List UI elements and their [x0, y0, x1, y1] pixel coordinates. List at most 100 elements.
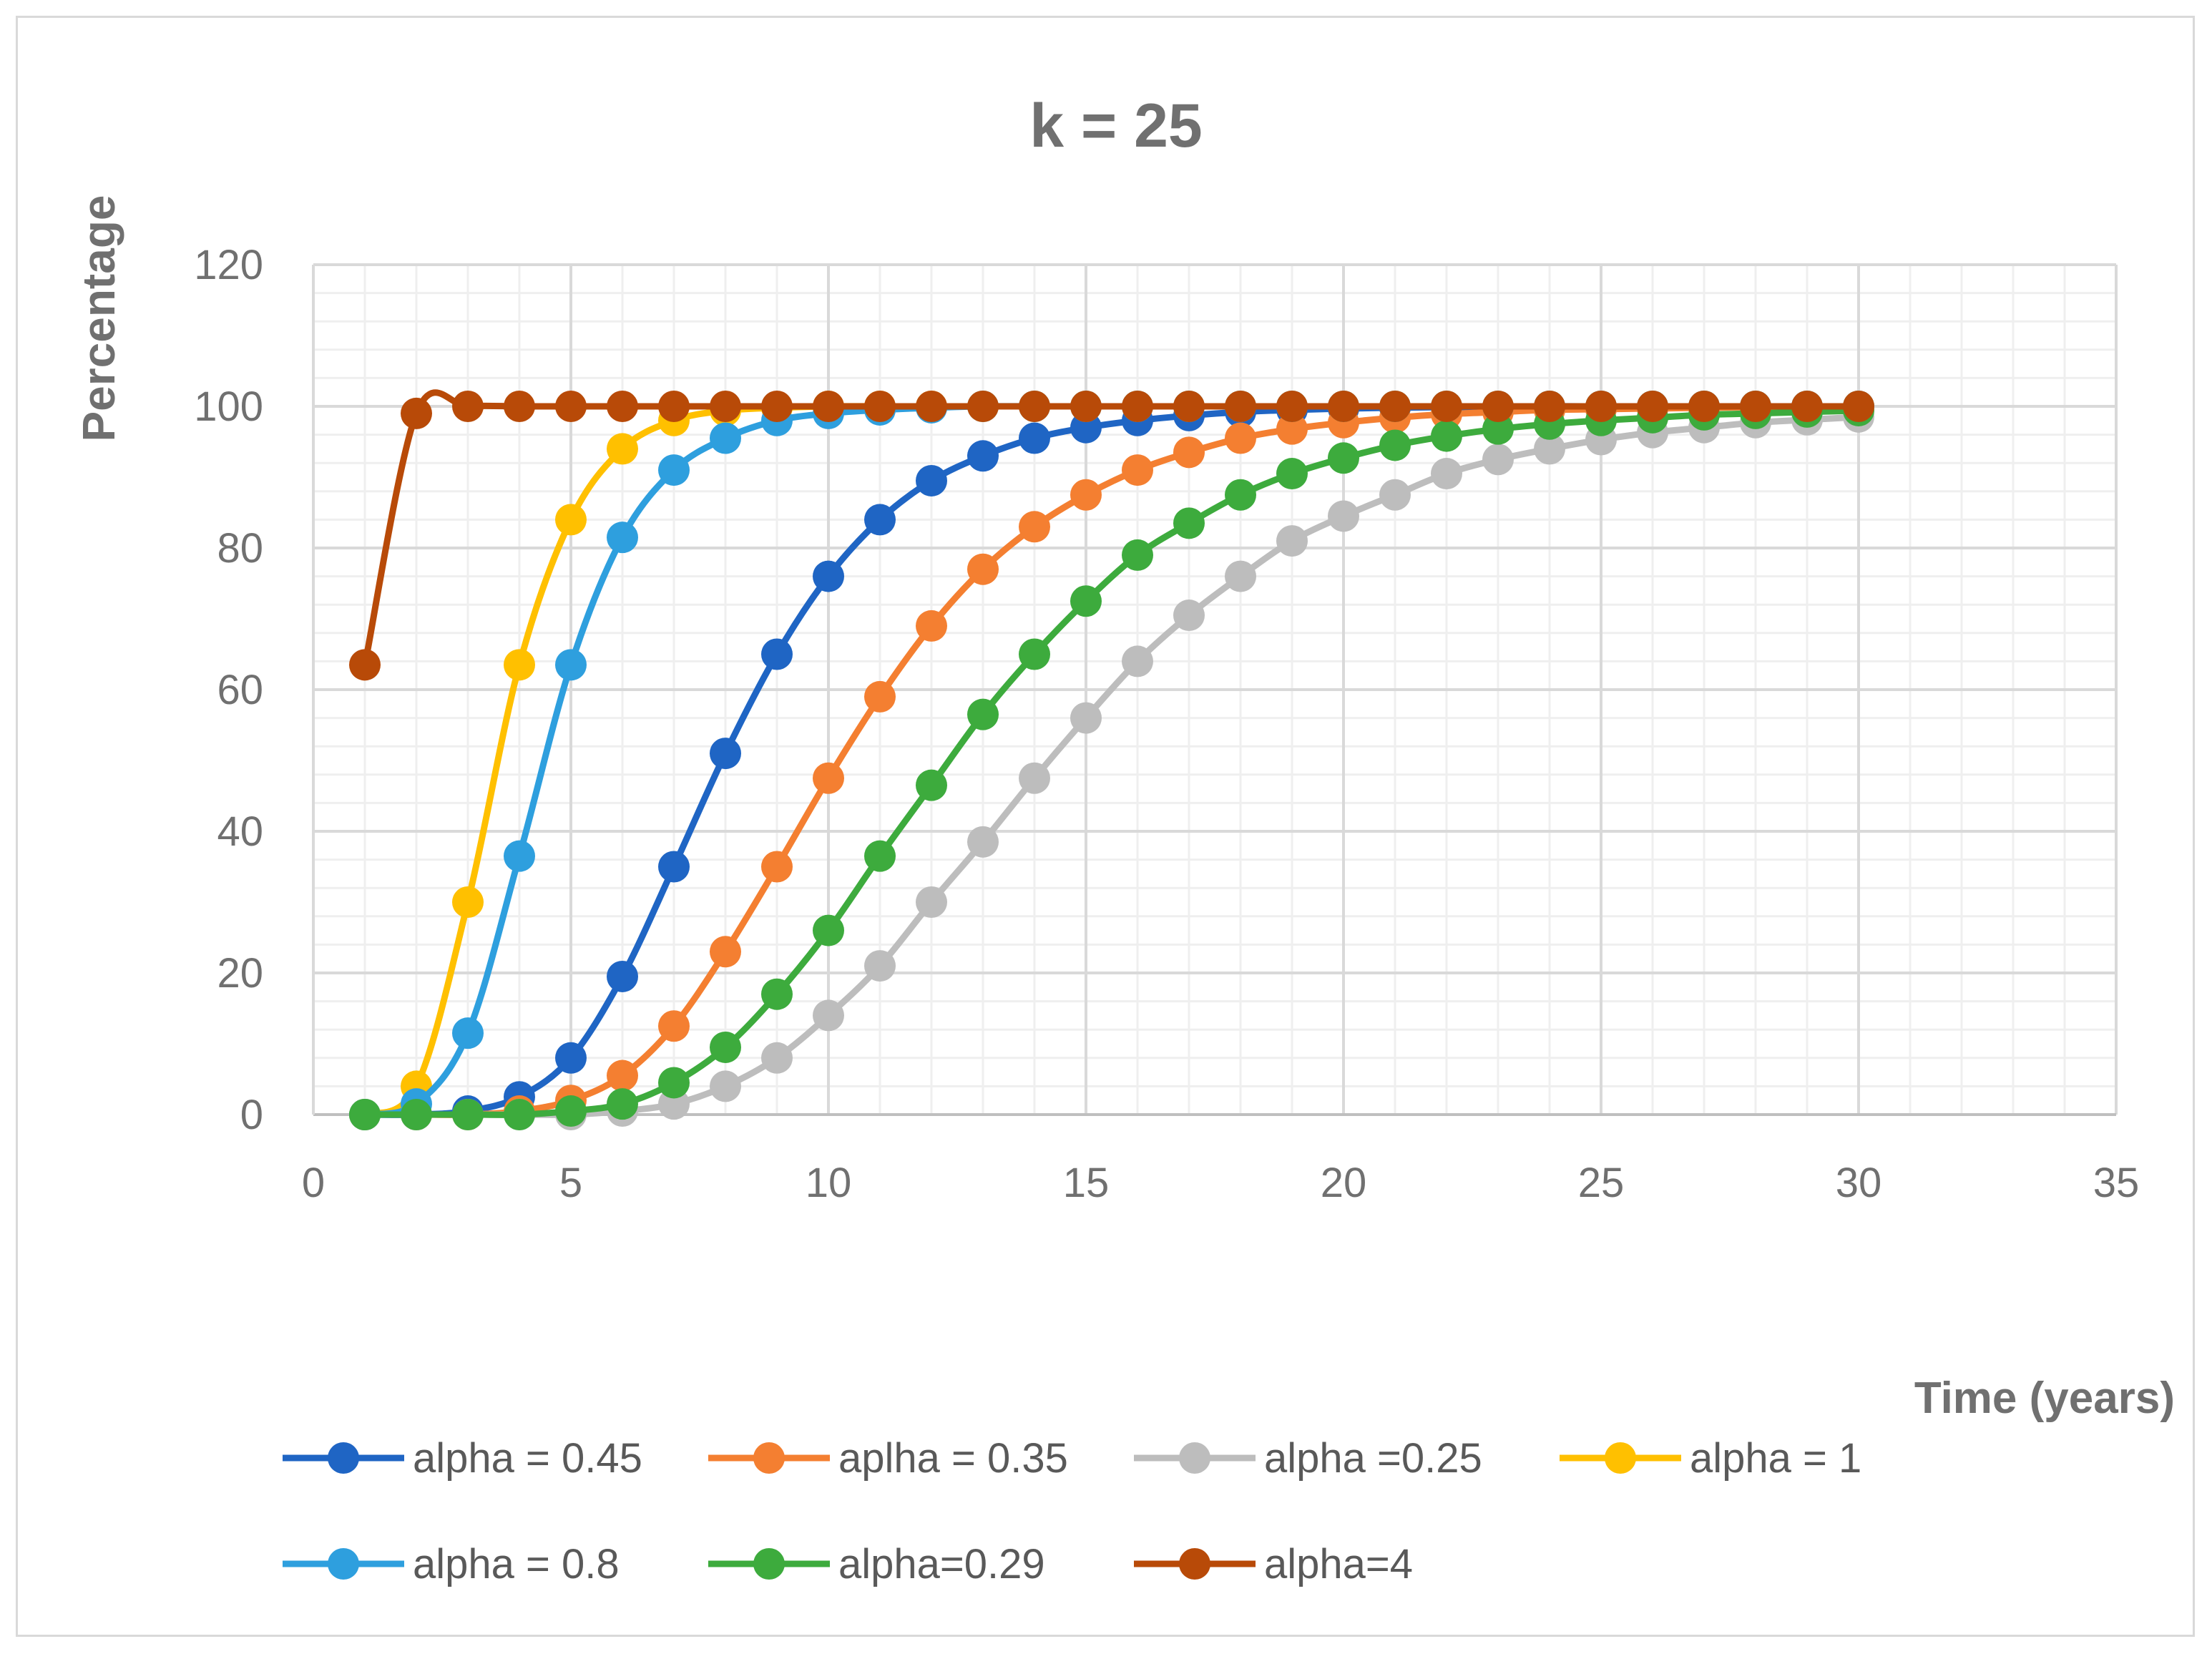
data-point	[864, 840, 896, 872]
data-point	[1019, 638, 1050, 670]
data-point	[813, 914, 844, 946]
series-line	[364, 403, 1859, 1118]
series-7	[349, 389, 1874, 681]
data-point	[710, 391, 741, 422]
data-point	[916, 464, 947, 496]
data-point	[349, 649, 381, 681]
legend-item: alpha = 1	[1560, 1435, 1861, 1482]
data-point	[1791, 391, 1823, 422]
data-point	[555, 1095, 587, 1127]
data-point	[710, 738, 741, 770]
data-point	[813, 391, 844, 422]
data-point	[1328, 500, 1359, 532]
legend-item: alpha=0.29	[708, 1541, 1045, 1587]
y-tick-label: 60	[217, 667, 263, 713]
y-axis-title: Percentage	[73, 195, 124, 441]
data-point	[658, 851, 690, 883]
data-point	[504, 1099, 535, 1130]
data-point	[761, 1042, 793, 1074]
legend-label: alpha = 0.45	[413, 1435, 642, 1482]
series-line	[363, 403, 1859, 1118]
data-point	[1585, 391, 1617, 422]
data-point	[555, 1042, 587, 1074]
data-point	[1019, 422, 1050, 454]
y-tick-label: 40	[217, 808, 263, 855]
series-4	[349, 391, 1874, 1130]
data-point	[1122, 454, 1153, 486]
data-point	[1740, 391, 1771, 422]
data-point	[1534, 391, 1565, 422]
data-point	[1379, 429, 1411, 461]
data-point	[1482, 391, 1514, 422]
data-point	[1379, 391, 1411, 422]
series-line	[365, 407, 1859, 1118]
data-point	[1276, 458, 1308, 490]
data-point	[1173, 391, 1205, 422]
data-point	[504, 391, 535, 422]
data-point	[1843, 391, 1874, 422]
x-tick-label: 20	[1321, 1160, 1367, 1206]
x-tick-label: 5	[559, 1160, 582, 1206]
data-point	[967, 698, 999, 730]
data-point	[658, 391, 690, 422]
data-point	[1431, 391, 1462, 422]
data-point	[452, 1017, 484, 1049]
data-point	[710, 422, 741, 454]
data-point	[1225, 391, 1256, 422]
data-point	[1070, 391, 1102, 422]
data-point	[864, 391, 896, 422]
data-point	[452, 1099, 484, 1130]
legend-label: aplha = 0.35	[838, 1435, 1068, 1482]
x-tick-label: 25	[1578, 1160, 1625, 1206]
y-tick-label: 20	[217, 950, 263, 997]
data-point	[555, 649, 587, 681]
data-point	[967, 391, 999, 422]
data-point	[555, 391, 587, 422]
data-point	[967, 553, 999, 585]
data-point	[1173, 600, 1205, 632]
legend-item: alpha = 0.45	[283, 1435, 642, 1482]
tick-labels: 0 5 10 15 20 25 30 35 0 20 40 60 80 100 120	[194, 242, 2139, 1206]
legend-label: alpha =0.25	[1264, 1435, 1482, 1482]
legend-swatch-marker	[328, 1442, 359, 1474]
chart-title: k = 25	[1029, 92, 1203, 160]
legend-swatch-marker	[1179, 1548, 1210, 1580]
legend-label: alpha=4	[1264, 1541, 1413, 1587]
data-point	[864, 950, 896, 982]
legend-label: alpha=0.29	[838, 1541, 1045, 1587]
data-point	[1122, 645, 1153, 677]
data-point	[1019, 511, 1050, 543]
data-point	[349, 1099, 381, 1130]
x-axis-title: Time (years)	[1914, 1374, 2175, 1423]
y-tick-label: 120	[194, 242, 263, 288]
x-tick-label: 10	[806, 1160, 852, 1206]
data-point	[761, 978, 793, 1010]
legend-swatch-marker	[753, 1548, 785, 1580]
data-point	[1379, 479, 1411, 511]
legend-label: alpha = 1	[1690, 1435, 1861, 1482]
data-point	[1276, 413, 1308, 445]
data-point	[658, 454, 690, 486]
data-point	[1070, 702, 1102, 734]
data-point	[916, 391, 947, 422]
data-point	[1276, 391, 1308, 422]
data-point	[864, 680, 896, 713]
y-tick-label: 0	[240, 1092, 263, 1138]
data-point	[1688, 391, 1720, 422]
data-point	[1431, 458, 1462, 490]
gridlines	[312, 263, 2118, 1116]
data-point	[761, 851, 793, 883]
data-point	[1019, 391, 1050, 422]
data-point	[1431, 420, 1462, 452]
data-point	[1328, 442, 1359, 474]
legend-label: alpha = 0.8	[413, 1541, 620, 1587]
x-tick-label: 30	[1836, 1160, 1882, 1206]
chart-frame	[16, 16, 2195, 1637]
data-point	[607, 433, 638, 465]
legend-swatch-marker	[328, 1548, 359, 1580]
data-point	[658, 1067, 690, 1099]
data-point	[1482, 413, 1514, 445]
data-point	[1122, 539, 1153, 571]
legend-swatch-marker	[1179, 1442, 1210, 1474]
y-tick-label: 80	[217, 525, 263, 572]
